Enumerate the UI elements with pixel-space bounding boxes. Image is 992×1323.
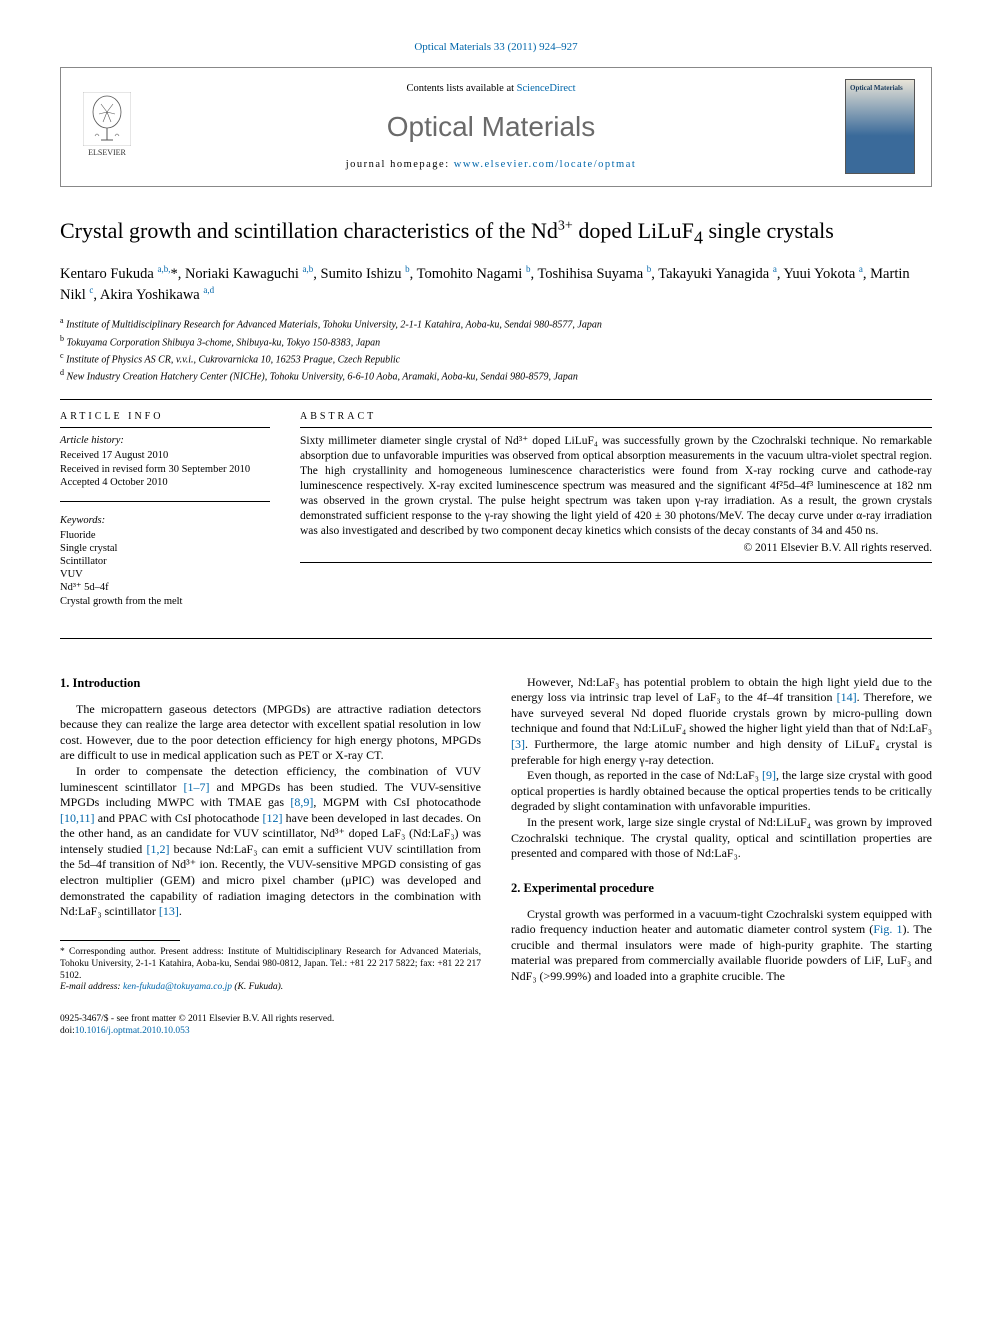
publisher-name: ELSEVIER — [88, 148, 126, 159]
footer-copyright-line: 0925-3467/$ - see front matter © 2011 El… — [60, 1014, 932, 1026]
affiliation-c: c Institute of Physics AS CR, v.v.i., Cu… — [60, 350, 932, 367]
title-part3: single crystals — [703, 218, 834, 243]
body-columns: 1. Introduction The micropattern gaseous… — [60, 675, 932, 995]
corresponding-author-footnote: * Corresponding author. Present address:… — [60, 947, 481, 983]
intro-paragraph-2: In order to compensate the detection eff… — [60, 764, 481, 920]
email-suffix-text: (K. Fukuda). — [232, 982, 283, 992]
info-abstract-row: ARTICLE INFO Article history: Received 1… — [60, 400, 932, 608]
doi-label: doi: — [60, 1026, 75, 1036]
keyword-item: Single crystal — [60, 542, 270, 555]
article-info-label: ARTICLE INFO — [60, 410, 270, 424]
history-revised: Received in revised form 30 September 20… — [60, 463, 270, 476]
introduction-heading: 1. Introduction — [60, 675, 481, 692]
abstract-bottom-rule — [300, 562, 932, 563]
authors-list: Kentaro Fukuda a,b,*, Noriaki Kawaguchi … — [60, 263, 932, 305]
abstract-rule — [300, 427, 932, 428]
experimental-paragraph-1: Crystal growth was performed in a vacuum… — [511, 907, 932, 985]
article-info-column: ARTICLE INFO Article history: Received 1… — [60, 400, 270, 608]
article-title: Crystal growth and scintillation charact… — [60, 217, 932, 249]
cover-title-text: Optical Materials — [850, 84, 910, 93]
header-center: Contents lists available at ScienceDirec… — [137, 82, 845, 172]
article-info-rule — [60, 427, 270, 428]
history-accepted: Accepted 4 October 2010 — [60, 476, 270, 489]
contents-prefix-text: Contents lists available at — [406, 83, 516, 94]
keyword-item: Nd³⁺ 5d–4f — [60, 581, 270, 594]
affiliation-a: a Institute of Multidisciplinary Researc… — [60, 315, 932, 332]
col2-paragraph-2: Even though, as reported in the case of … — [511, 768, 932, 815]
footnote-rule — [60, 940, 180, 941]
header-box: ELSEVIER Contents lists available at Sci… — [60, 67, 932, 187]
affiliation-b: b Tokuyama Corporation Shibuya 3-chome, … — [60, 333, 932, 350]
abstract-text: Sixty millimeter diameter single crystal… — [300, 434, 932, 539]
doi-link[interactable]: 10.1016/j.optmat.2010.10.053 — [75, 1026, 190, 1036]
title-sup: 3+ — [558, 219, 573, 234]
abstract-copyright: © 2011 Elsevier B.V. All rights reserved… — [300, 541, 932, 557]
col2-paragraph-3: In the present work, large size single c… — [511, 815, 932, 862]
history-received: Received 17 August 2010 — [60, 449, 270, 462]
abstract-label: ABSTRACT — [300, 410, 932, 424]
affiliation-d: d New Industry Creation Hatchery Center … — [60, 367, 932, 384]
journal-homepage-link[interactable]: www.elsevier.com/locate/optmat — [454, 159, 637, 170]
col2-paragraph-1: However, Nd:LaF₃ has potential problem t… — [511, 675, 932, 769]
keyword-item: VUV — [60, 568, 270, 581]
keyword-item: Fluoride — [60, 529, 270, 542]
affiliations: a Institute of Multidisciplinary Researc… — [60, 315, 932, 384]
title-part1: Crystal growth and scintillation charact… — [60, 218, 558, 243]
journal-homepage-line: journal homepage: www.elsevier.com/locat… — [157, 158, 825, 172]
page-footer: 0925-3467/$ - see front matter © 2011 El… — [60, 1014, 932, 1038]
title-part2: doped LiLuF — [573, 218, 694, 243]
contents-available-line: Contents lists available at ScienceDirec… — [157, 82, 825, 96]
email-label-text: E-mail address: — [60, 982, 123, 992]
keywords-label: Keywords: — [60, 514, 270, 528]
author-email-link[interactable]: ken-fukuda@tokuyama.co.jp — [123, 982, 232, 992]
keyword-item: Crystal growth from the melt — [60, 595, 270, 608]
divider-bottom — [60, 638, 932, 639]
journal-cover-thumbnail: Optical Materials — [845, 79, 915, 174]
title-sub: 4 — [694, 227, 703, 247]
elsevier-tree-icon — [83, 92, 131, 146]
sciencedirect-link[interactable]: ScienceDirect — [517, 83, 576, 94]
abstract-column: ABSTRACT Sixty millimeter diameter singl… — [300, 400, 932, 608]
right-column: However, Nd:LaF₃ has potential problem t… — [511, 675, 932, 995]
email-footnote: E-mail address: ken-fukuda@tokuyama.co.j… — [60, 982, 481, 994]
homepage-prefix-text: journal homepage: — [346, 159, 454, 170]
elsevier-logo: ELSEVIER — [77, 92, 137, 162]
header-citation: Optical Materials 33 (2011) 924–927 — [60, 40, 932, 55]
intro-paragraph-1: The micropattern gaseous detectors (MPGD… — [60, 702, 481, 764]
journal-name: Optical Materials — [157, 108, 825, 146]
left-column: 1. Introduction The micropattern gaseous… — [60, 675, 481, 995]
keyword-item: Scintillator — [60, 555, 270, 568]
footer-doi-line: doi:10.1016/j.optmat.2010.10.053 — [60, 1026, 932, 1038]
history-label: Article history: — [60, 434, 270, 448]
experimental-heading: 2. Experimental procedure — [511, 880, 932, 897]
keywords-rule — [60, 501, 270, 502]
